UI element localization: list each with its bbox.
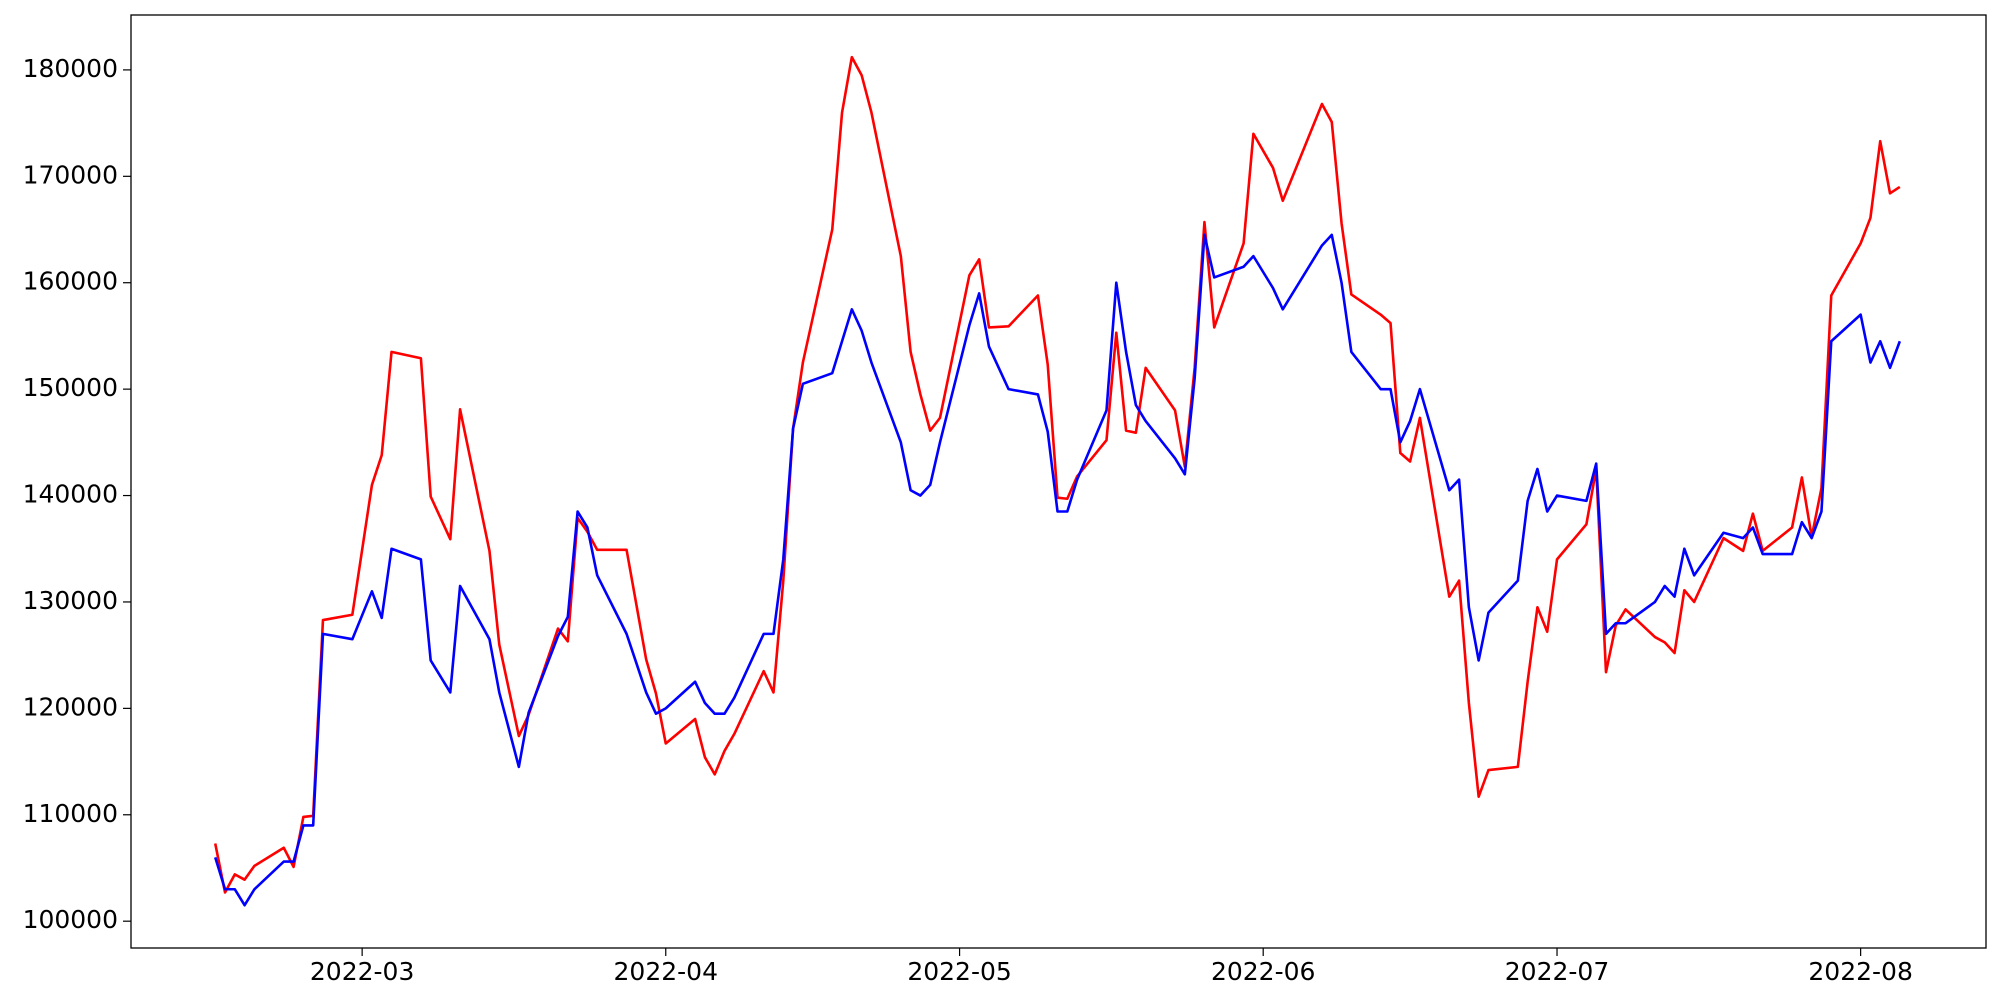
- y-tick-label: 170000: [23, 160, 118, 189]
- y-tick-label: 140000: [23, 480, 118, 509]
- y-tick-label: 100000: [23, 905, 118, 934]
- x-tick-label: 2022-03: [310, 957, 414, 986]
- y-tick-label: 160000: [23, 267, 118, 296]
- plot-frame: [130, 14, 1987, 949]
- x-tick-label: 2022-05: [907, 957, 1011, 986]
- x-tick-label: 2022-04: [614, 957, 718, 986]
- x-tick-label: 2022-08: [1808, 957, 1912, 986]
- line-series: [213, 55, 1901, 894]
- x-tick-label: 2022-07: [1505, 957, 1609, 986]
- y-tick-label: 110000: [23, 799, 118, 828]
- y-tick-label: 180000: [23, 54, 118, 83]
- y-tick-label: 150000: [23, 373, 118, 402]
- y-tick-label: 130000: [23, 586, 118, 615]
- x-tick-label: 2022-06: [1211, 957, 1315, 986]
- line-series: [213, 233, 1902, 907]
- y-tick-label: 120000: [23, 692, 118, 721]
